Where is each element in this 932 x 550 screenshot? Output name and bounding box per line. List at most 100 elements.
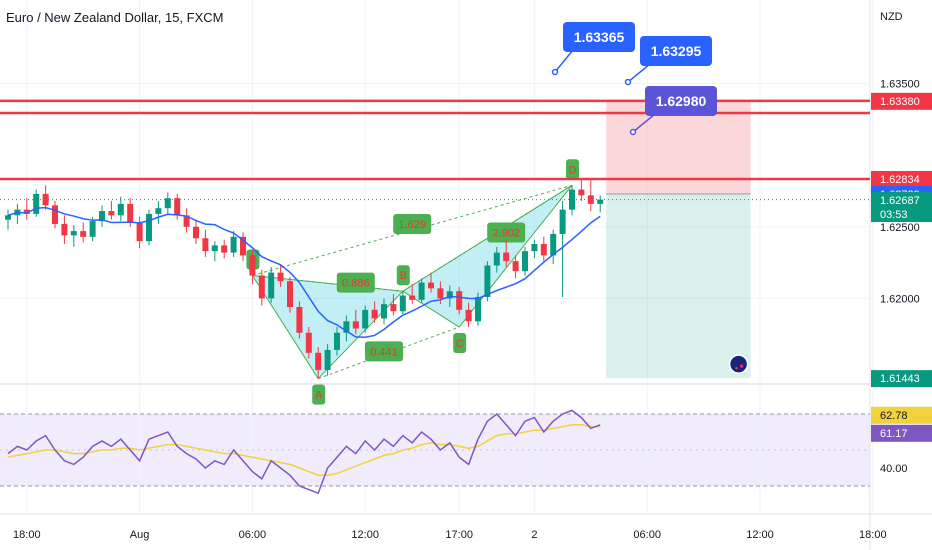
candle-body [80,231,87,237]
flag-circle [728,354,749,374]
candle [503,239,510,267]
candle [230,231,237,257]
candle-body [42,193,49,206]
candle-body [99,211,105,222]
candle [390,294,397,316]
callout-anchor [629,128,637,136]
candle-body [437,288,444,299]
candle-body [559,209,566,234]
point-label: A [315,390,323,402]
candle [409,284,416,305]
candle [211,241,218,262]
candle-body [136,222,143,242]
candle [512,255,519,279]
candle-body [446,291,453,299]
candle-body [343,321,350,333]
candle [183,208,190,233]
candle-body [493,252,500,266]
candle-body [362,309,369,329]
rsi-tick-label: 40.00 [880,463,908,475]
price-badge: 1.61443 [871,370,932,388]
nzd-flag-icon [728,354,749,374]
callout-anchor [551,68,559,76]
candle-body [381,304,387,319]
candle [362,305,369,333]
ratio-label: 1.629 [398,219,426,231]
price-badge-label: 1.62834 [880,174,920,186]
point-badge [566,159,579,180]
rsi-badge-label: 62.78 [880,410,908,422]
candle [240,232,246,262]
candle [334,327,340,356]
candle-body [371,309,378,319]
candle [268,266,275,303]
candle-body [277,272,284,282]
candle [305,327,312,359]
candle-body [550,233,557,256]
pattern-ratio-line [252,274,403,292]
currency-label: NZD [880,11,903,23]
candle-body [296,306,303,333]
callout-pointer [554,49,574,73]
callout-box [640,36,712,66]
candle [531,239,538,259]
candle-body [240,236,246,256]
time-tick-label: 17:00 [445,529,473,541]
candle [42,185,49,210]
candle [146,209,152,246]
candle-body [287,281,293,307]
candle [296,301,303,339]
ratio-label: 2.902 [492,228,520,240]
pattern-point-c: C [453,333,467,354]
candle [61,215,68,244]
candle [597,195,604,213]
candle [352,309,359,335]
pattern-ratio-line [318,326,460,380]
pattern-point-d: D [566,159,579,180]
price-badge: 1.62834 [871,170,932,188]
time-tick-label: 18:00 [13,529,41,541]
price-tick-label: 1.62500 [880,222,920,234]
candle-body [465,309,472,322]
price-badge-bg [871,370,932,388]
candle [99,205,105,227]
pattern-ratio: 2.902 [487,222,526,243]
price-badge: 1.63380 [871,92,932,110]
price-badge-label: 1.63380 [880,96,920,108]
candle-body [202,238,209,252]
pattern-ratio: 1.629 [393,213,432,234]
candle [164,192,171,214]
candle [108,201,115,220]
callout-pointer [627,63,651,83]
candle-body [540,243,547,256]
price-badge-bg [871,192,932,223]
price-badge-bg [871,92,932,110]
candle [428,272,434,293]
candle-body [127,203,134,223]
callout-label: 1.63295 [651,43,702,59]
candle-body [475,296,481,322]
candle [456,286,463,315]
candle [343,315,350,342]
pattern-ratio: 0.886 [336,272,375,293]
ratio-label: 0.886 [342,278,370,290]
candle [136,216,143,249]
candle-body [503,252,510,262]
time-tick-label: 18:00 [859,529,887,541]
ratio-badge [393,213,432,234]
point-label: B [400,270,407,282]
candle-body [117,203,124,216]
candle-body [569,189,575,210]
point-badge [396,265,410,286]
point-badge [453,333,467,354]
candle-body [597,199,604,204]
candle-body [52,205,58,224]
candle-body [211,245,218,252]
point-badge [312,384,326,405]
rsi-ma-line [7,424,601,476]
candle-body [409,295,416,300]
pattern-ratio-line [252,184,573,276]
pattern-point-b: B [396,265,410,286]
rsi-ma-value-badge: 62.78 [871,406,932,424]
